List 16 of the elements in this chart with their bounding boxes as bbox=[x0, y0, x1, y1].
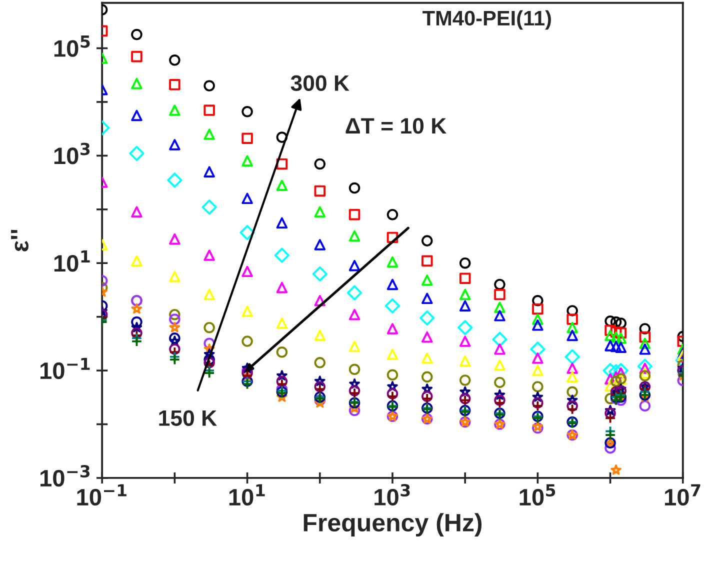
x-axis-title: Frequency (Hz) bbox=[304, 513, 482, 536]
y-axis-title: ε'' bbox=[11, 230, 29, 252]
y-tick-label: 10$^{−3}$ bbox=[40, 465, 90, 487]
x-tick-label: 10$^{1}$ bbox=[229, 484, 265, 506]
y-tick-label: 10$^{5}$ bbox=[54, 36, 90, 57]
x-tick-label: 10$^{−1}$ bbox=[77, 484, 126, 506]
x-tick-label: 10$^{3}$ bbox=[374, 484, 410, 506]
annotation: 150 K bbox=[159, 410, 217, 426]
y-tick-label: 10$^{1}$ bbox=[54, 250, 90, 272]
x-tick-label: 10$^{7}$ bbox=[665, 484, 700, 506]
y-tick-label: 10$^{−1}$ bbox=[40, 358, 90, 380]
y-tick-label: 10$^{3}$ bbox=[54, 142, 90, 164]
annotation: ΔT = 10 K bbox=[346, 118, 446, 134]
x-tick-label: 10$^{5}$ bbox=[520, 484, 556, 506]
chart-title: TM40-PEI(11) bbox=[422, 10, 551, 30]
annotation: 300 K bbox=[290, 75, 350, 92]
